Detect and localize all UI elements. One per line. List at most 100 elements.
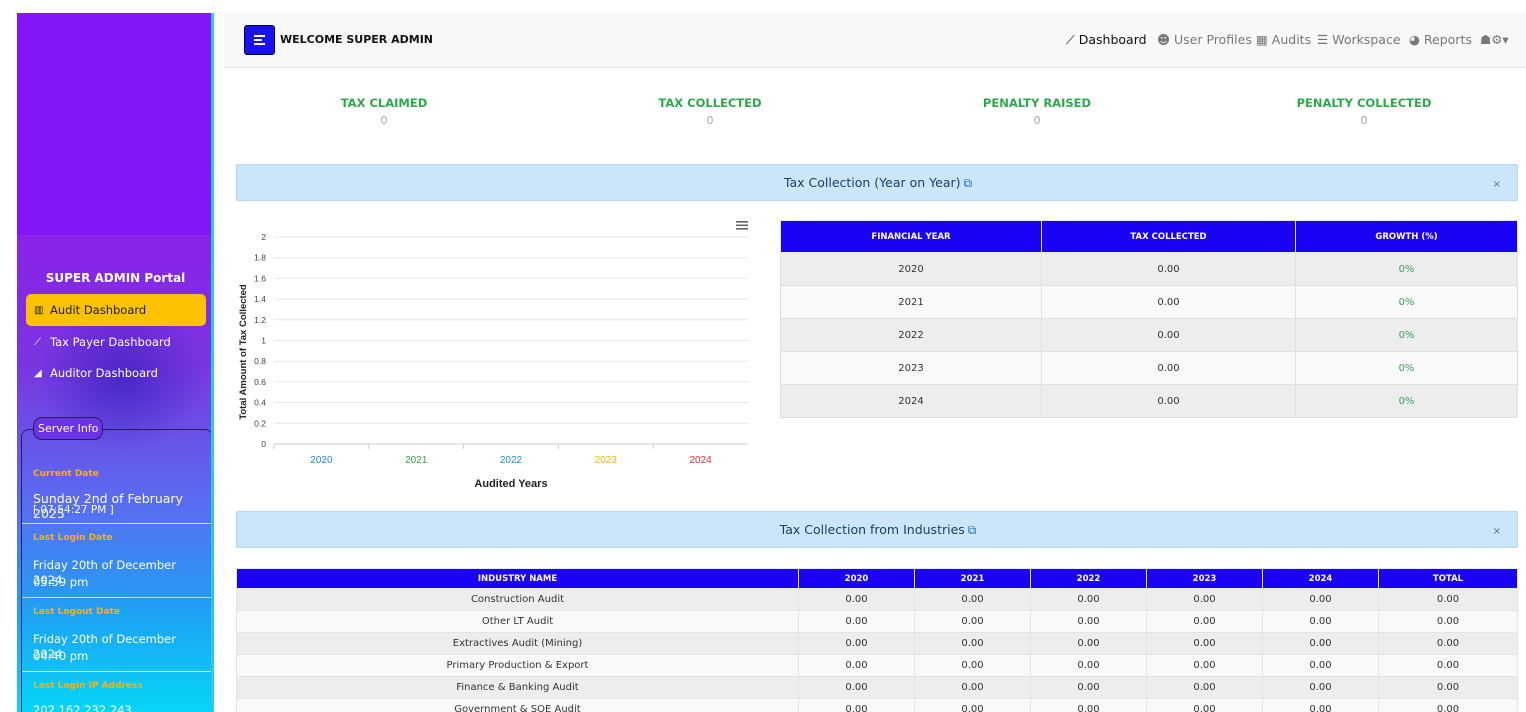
column-header: INDUSTRY NAME (236, 568, 799, 589)
table-cell: 0.00 (1146, 632, 1263, 655)
table-cell: 0% (1295, 384, 1518, 418)
chevron-down-icon: ▾ (1502, 32, 1509, 47)
server-info-panel (21, 429, 211, 712)
external-link-icon[interactable]: ⧉ (963, 176, 973, 190)
column-header: 2023 (1146, 568, 1263, 589)
table-cell: 0.00 (1030, 654, 1147, 677)
section-title-text: Tax Collection from Industries (779, 522, 965, 537)
table-cell: 0.00 (1262, 632, 1379, 655)
close-icon[interactable]: × (1492, 526, 1501, 537)
table-cell: 0.00 (1146, 676, 1263, 699)
chart-y-tick-label: 0.2 (254, 418, 266, 428)
nav-workspace[interactable]: ☰ Workspace (1317, 32, 1401, 47)
sidebar-item-auditor-dashboard[interactable]: ◢ Auditor Dashboard (26, 357, 206, 389)
table-row: Primary Production & Export 0.00 0.00 0.00 0… (236, 654, 1518, 677)
chart-y-tick-label: 1.6 (254, 273, 266, 283)
nav-audits[interactable]: ▦ Audits (1256, 32, 1311, 47)
chart-x-tick-label: 2021 (405, 455, 428, 466)
kpi-penalty-collected-value: 0 (1360, 114, 1368, 127)
table-cell: 0.00 (798, 676, 915, 699)
external-link-icon[interactable]: ⧉ (967, 523, 977, 537)
table-row: 2020 0.00 0% (780, 252, 1518, 286)
area-chart-icon: ◢ (34, 367, 42, 379)
table-cell: 0% (1295, 285, 1518, 319)
nav-reports[interactable]: ◕ Reports (1409, 32, 1472, 47)
chart-y-tick-label: 1.8 (254, 253, 266, 263)
tax-collection-chart: 0 0.2 0.4 0.6 0.8 1 1.2 1.4 1.6 1.8 2 2020 2021 2022… (236, 210, 756, 500)
table-cell: 0.00 (1030, 632, 1147, 655)
sidebar: SUPER ADMIN Portal ▥ Audit Dashboard ⟋ T… (17, 13, 214, 712)
table-row: Finance & Banking Audit 0.00 0.00 0.00 0.00 0… (236, 676, 1518, 699)
table-cell: 0.00 (1262, 698, 1379, 712)
table-cell: Primary Production & Export (236, 654, 799, 677)
current-date-label: Current Date (33, 469, 99, 479)
table-cell: 0.00 (1041, 384, 1296, 418)
table-cell: 0.00 (914, 654, 1031, 677)
chart-y-tick-label: 2 (261, 232, 266, 242)
kpi-tax-collected-title: TAX COLLECTED (658, 96, 762, 110)
chart-menu-icon[interactable] (736, 221, 748, 230)
section-header-industries: Tax Collection from Industries ⧉ × (236, 511, 1518, 548)
last-ip-value: 202.162.232.243 (33, 703, 132, 712)
sidebar-logo-area (17, 13, 211, 235)
list-icon: ☰ (1317, 32, 1329, 47)
menu-toggle-button[interactable] (244, 25, 275, 55)
industry-table: INDUSTRY NAME 2020 2021 2022 2023 2024 T… (236, 568, 1518, 712)
industry-table-header: INDUSTRY NAME 2020 2021 2022 2023 2024 T… (236, 568, 1518, 589)
table-cell: 0.00 (914, 698, 1031, 712)
sidebar-item-label: Tax Payer Dashboard (50, 335, 171, 349)
sidebar-item-tax-payer-dashboard[interactable]: ⟋ Tax Payer Dashboard (26, 326, 206, 358)
last-logout-time: 04:40 pm (33, 649, 89, 663)
table-row: Extractives Audit (Mining) 0.00 0.00 0.00 0.… (236, 632, 1518, 655)
column-header: 2020 (798, 568, 915, 589)
table-row: 2023 0.00 0% (780, 351, 1518, 385)
column-header: 2021 (914, 568, 1031, 589)
table-cell: 2023 (780, 351, 1042, 385)
table-row: Government & SOE Audit 0.00 0.00 0.00 0.00 0.… (236, 698, 1518, 712)
user-cog-icon: ☗⚙ (1480, 32, 1503, 47)
column-header: 2024 (1262, 568, 1379, 589)
last-logout-value: Friday 20th of December 2024 (33, 632, 176, 661)
sidebar-item-label: Auditor Dashboard (50, 366, 158, 380)
table-cell: Extractives Audit (Mining) (236, 632, 799, 655)
table-row: Construction Audit 0.00 0.00 0.00 0.00 0.00 0.… (236, 588, 1518, 611)
close-icon[interactable]: × (1492, 179, 1501, 190)
table-cell: 0.00 (1146, 698, 1263, 712)
table-cell: 0.00 (1262, 610, 1379, 633)
column-header: 2022 (1030, 568, 1147, 589)
table-cell: 0.00 (1030, 698, 1147, 712)
growth-table-header: FINANCIAL YEAR TAX COLLECTED GROWTH (%) (780, 220, 1518, 253)
table-cell: 0.00 (914, 676, 1031, 699)
table-cell: 2022 (780, 318, 1042, 352)
table-row: Other LT Audit 0.00 0.00 0.00 0.00 0.00 0.00 (236, 610, 1518, 633)
table-row: 2021 0.00 0% (780, 285, 1518, 319)
chart-y-tick-label: 1.2 (254, 315, 266, 325)
table-cell: Government & SOE Audit (236, 698, 799, 712)
table-row: 2024 0.00 0% (780, 384, 1518, 418)
bar-chart-icon: ▥ (34, 304, 44, 316)
table-cell: Construction Audit (236, 588, 799, 611)
current-date-value: Sunday 2nd of February 2025 (33, 491, 183, 521)
table-row: 2022 0.00 0% (780, 318, 1518, 352)
table-cell: 0.00 (1146, 654, 1263, 677)
chart-y-tick-label: 1.4 (254, 294, 266, 304)
table-cell: 0.00 (798, 632, 915, 655)
table-cell: 0.00 (1041, 285, 1296, 319)
chart-y-tick-label: 0.8 (254, 356, 266, 366)
table-cell: 0% (1295, 351, 1518, 385)
sidebar-item-audit-dashboard[interactable]: ▥ Audit Dashboard (26, 294, 206, 326)
table-cell: 0.00 (914, 632, 1031, 655)
kpi-tax-claimed-title: TAX CLAIMED (340, 96, 428, 110)
nav-dashboard[interactable]: ⟋ Dashboard (1066, 32, 1147, 48)
table-cell: 0.00 (798, 654, 915, 677)
server-info-legend: Server Info (33, 417, 104, 440)
chart-y-tick-label: 0.6 (254, 377, 266, 387)
user-menu-dropdown[interactable]: ☗⚙▾ (1480, 32, 1509, 47)
table-cell: 0.00 (914, 610, 1031, 633)
chart-y-tick-label: 0.4 (254, 398, 266, 408)
table-cell: 0.00 (1041, 351, 1296, 385)
kpi-penalty-raised-value: 0 (1033, 114, 1041, 127)
table-cell: 0.00 (1030, 610, 1147, 633)
nav-user-profiles[interactable]: ☻ User Profiles (1157, 32, 1252, 47)
